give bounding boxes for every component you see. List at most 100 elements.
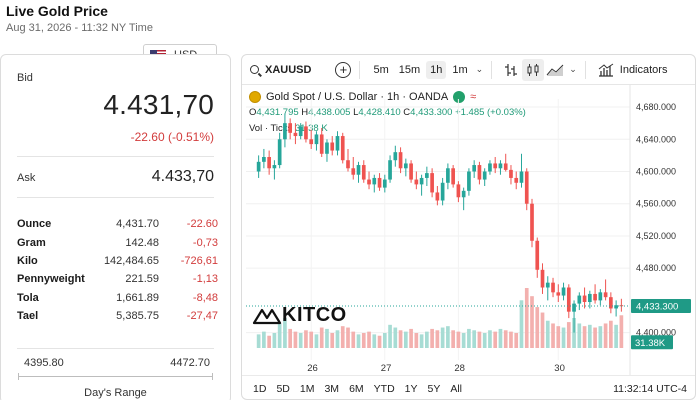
volume-bar [425, 331, 429, 348]
toolbar-divider [491, 60, 493, 79]
interval-5m[interactable]: 5m [373, 63, 389, 76]
close-value: 4,433.300 [410, 107, 453, 118]
divider [17, 348, 214, 349]
candle-body [498, 163, 503, 169]
range-all[interactable]: All [450, 382, 463, 395]
candle-body [493, 163, 498, 169]
indicators-button[interactable]: Indicators [598, 63, 668, 77]
volume-bar [419, 334, 424, 348]
range-5y[interactable]: 5Y [427, 382, 441, 395]
candle-body [430, 173, 434, 193]
candle-body [309, 139, 314, 145]
unit-change: -22.60 [186, 218, 218, 231]
volume-bar [277, 323, 282, 348]
unit-change: -8,48 [192, 291, 218, 304]
bid-change: -22.60 (-0.51%) [130, 130, 214, 144]
volume-bar [582, 326, 587, 348]
range-1y[interactable]: 1Y [404, 382, 418, 395]
volume-bar [367, 331, 371, 348]
candle-body [566, 287, 571, 312]
page-date: Aug 31, 2026 - 11:32 NY Time [6, 22, 153, 34]
high-label: H [301, 107, 309, 118]
volume-bar [283, 318, 287, 348]
candle-body [535, 240, 540, 270]
unit-price: 142.48 [125, 236, 159, 249]
y-tick-label: 4,600.000 [636, 167, 676, 177]
volume-bar [603, 323, 608, 348]
unit-row-kilo: Kilo 142,484.65 -726,61 [17, 252, 218, 270]
volume-bar [551, 323, 555, 348]
volume-bar [493, 331, 498, 348]
unit-row-gram: Gram 142.48 -0,73 [17, 233, 218, 251]
candle-body [519, 171, 524, 183]
range-3m[interactable]: 3M [324, 382, 340, 395]
volume-bar [587, 324, 592, 348]
range-5d[interactable]: 5D [276, 382, 290, 395]
candle-body [545, 282, 550, 288]
candle-body [514, 177, 519, 183]
volume-bar [598, 326, 603, 348]
candle-body [603, 292, 608, 298]
volume-bar [545, 320, 550, 348]
bid-label: Bid [17, 72, 33, 84]
range-1d[interactable]: 1D [253, 382, 267, 395]
volume-bar [288, 328, 293, 348]
volume-bar [430, 328, 434, 348]
kitco-logo-icon [252, 308, 282, 324]
range-ytd[interactable]: YTD [373, 382, 395, 395]
unit-name: Tola [17, 291, 39, 304]
open-value: 4,431.795 [256, 107, 299, 118]
unit-name: Gram [17, 236, 46, 249]
symbol-search[interactable]: XAUUSD [242, 55, 319, 85]
y-tick-label: 4,640.000 [636, 134, 676, 144]
unit-change: -726,61 [180, 254, 218, 267]
volume-bar [403, 331, 408, 348]
volume-bar [503, 330, 508, 348]
candle-chart-type-icon[interactable] [522, 58, 545, 81]
search-icon [250, 65, 259, 74]
ask-price: 4.433,70 [151, 168, 214, 185]
volume-bar [524, 288, 529, 348]
candle-body [262, 157, 266, 162]
units-table: Ounce 4,431.70 -22.60 Gram 142.48 -0,73 … [17, 215, 218, 325]
area-chart-type-icon[interactable] [544, 59, 566, 81]
add-symbol-icon[interactable]: + [335, 61, 352, 78]
bid-price: 4.431,70 [103, 89, 214, 120]
candle-body [461, 190, 466, 198]
candle-body [403, 163, 408, 169]
chart-type-chevron-icon[interactable]: ⌄ [569, 64, 577, 74]
volume-bar [530, 296, 534, 348]
interval-chevron-icon[interactable]: ⌄ [475, 64, 484, 74]
unit-row-tola: Tola 1,661.89 -8,48 [17, 289, 218, 307]
volume-bar [388, 324, 392, 348]
volume-bar [561, 327, 566, 348]
candle-body [335, 136, 340, 151]
volume-bar [556, 326, 561, 348]
candle-body [477, 165, 482, 180]
kitco-logo: KITCO [252, 304, 347, 327]
candle-body [598, 292, 603, 301]
unit-price: 1,661.89 [116, 291, 159, 304]
indicators-label: Indicators [619, 63, 668, 76]
symbol-label: XAUUSD [265, 63, 312, 76]
close-label: C [403, 107, 411, 118]
interval-15m[interactable]: 15m [398, 63, 421, 76]
volume-bar [340, 326, 345, 348]
volume-bar [461, 333, 466, 348]
range-1m[interactable]: 1M [299, 382, 315, 395]
volume-bar [477, 331, 482, 348]
volume-bar [319, 327, 324, 348]
range-6m[interactable]: 6M [349, 382, 364, 395]
interval-1m[interactable]: 1m [452, 63, 468, 76]
ask-label: Ask [17, 172, 36, 184]
last-price-label: 4,433.300 [636, 302, 678, 313]
volume-bar [325, 328, 329, 348]
candle-body [467, 171, 471, 191]
x-tick-label: 28 [454, 363, 465, 374]
volume-bar [572, 318, 576, 348]
candle-body [451, 168, 455, 185]
volume-badge [631, 335, 673, 350]
price-chart[interactable]: 4,680.000 4,640.000 4,600.000 4,560.000 4,52… [242, 85, 696, 375]
interval-1h[interactable]: 1h [426, 60, 447, 79]
bar-chart-type-icon[interactable] [500, 59, 522, 81]
